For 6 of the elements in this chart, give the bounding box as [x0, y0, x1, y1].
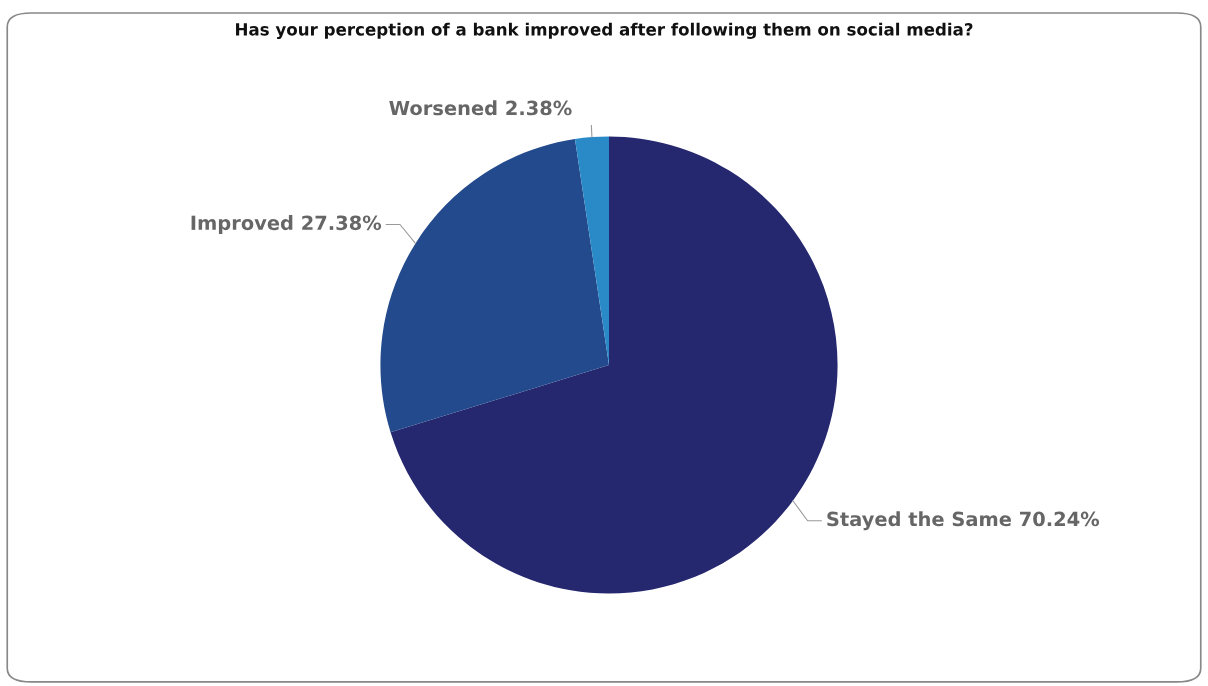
pie-slice — [380, 138, 609, 433]
slice-label: Stayed the Same 70.24% — [827, 511, 1100, 531]
chart-title: Has your perception of a bank improved after following them on social media? — [236, 22, 973, 39]
slice-label: Worsened 2.38% — [389, 100, 572, 116]
pie-slice — [574, 136, 609, 365]
slice-label: Improved 27.38% — [191, 215, 382, 234]
